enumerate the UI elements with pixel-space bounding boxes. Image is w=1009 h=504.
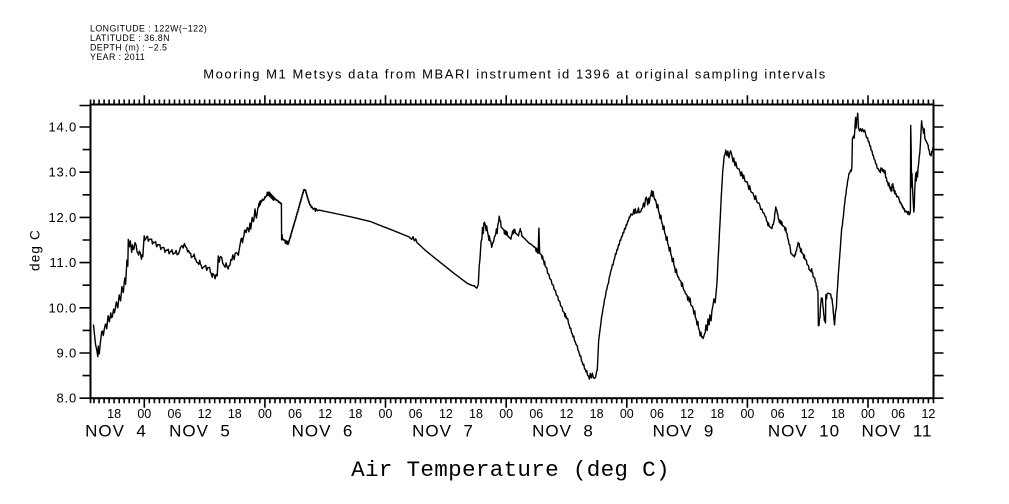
svg-text:00: 00	[499, 407, 513, 421]
svg-text:14.0: 14.0	[48, 120, 77, 135]
svg-text:12: 12	[680, 407, 694, 421]
svg-text:LATITUDE : 36.8N: LATITUDE : 36.8N	[90, 33, 170, 43]
svg-text:LONGITUDE : 122W(−122): LONGITUDE : 122W(−122)	[90, 23, 207, 33]
svg-text:06: 06	[529, 407, 543, 421]
svg-text:00: 00	[137, 407, 151, 421]
svg-text:18: 18	[831, 407, 845, 421]
svg-text:12: 12	[921, 407, 935, 421]
svg-text:Air Temperature (deg C): Air Temperature (deg C)	[351, 457, 670, 483]
svg-text:18: 18	[228, 407, 242, 421]
svg-text:00: 00	[740, 407, 754, 421]
svg-text:13.0: 13.0	[48, 165, 77, 180]
svg-text:00: 00	[379, 407, 393, 421]
svg-text:11.0: 11.0	[49, 255, 77, 270]
svg-text:NOV 5: NOV 5	[169, 422, 231, 441]
svg-text:12: 12	[318, 407, 332, 421]
svg-text:06: 06	[650, 407, 664, 421]
svg-text:18: 18	[590, 407, 604, 421]
svg-text:12: 12	[801, 407, 815, 421]
svg-text:8.0: 8.0	[57, 391, 77, 406]
svg-text:06: 06	[168, 407, 182, 421]
svg-text:12: 12	[198, 407, 212, 421]
svg-text:YEAR : 2011: YEAR : 2011	[90, 52, 145, 62]
svg-text:00: 00	[861, 407, 875, 421]
svg-text:12.0: 12.0	[48, 210, 77, 225]
svg-text:06: 06	[288, 407, 302, 421]
svg-text:deg C: deg C	[28, 229, 43, 271]
svg-text:18: 18	[710, 407, 724, 421]
svg-text:DEPTH (m) : −2.5: DEPTH (m) : −2.5	[90, 42, 167, 52]
svg-text:10.0: 10.0	[48, 300, 77, 315]
svg-text:18: 18	[348, 407, 362, 421]
svg-text:12: 12	[439, 407, 453, 421]
svg-text:06: 06	[891, 407, 905, 421]
svg-text:NOV 6: NOV 6	[292, 422, 354, 441]
svg-text:NOV 8: NOV 8	[532, 422, 594, 441]
svg-text:18: 18	[107, 407, 121, 421]
svg-text:NOV 10: NOV 10	[768, 422, 840, 441]
svg-text:9.0: 9.0	[57, 346, 77, 361]
svg-text:18: 18	[469, 407, 483, 421]
svg-text:NOV 4: NOV 4	[85, 422, 147, 441]
svg-text:Mooring M1 Metsys data from MB: Mooring M1 Metsys data from MBARI instru…	[203, 67, 827, 82]
svg-text:12: 12	[560, 407, 574, 421]
svg-text:NOV 11: NOV 11	[862, 422, 933, 441]
svg-text:06: 06	[409, 407, 423, 421]
svg-text:06: 06	[771, 407, 785, 421]
svg-text:00: 00	[258, 407, 272, 421]
svg-text:00: 00	[620, 407, 634, 421]
svg-text:NOV 9: NOV 9	[653, 422, 715, 441]
svg-text:NOV 7: NOV 7	[412, 422, 474, 441]
